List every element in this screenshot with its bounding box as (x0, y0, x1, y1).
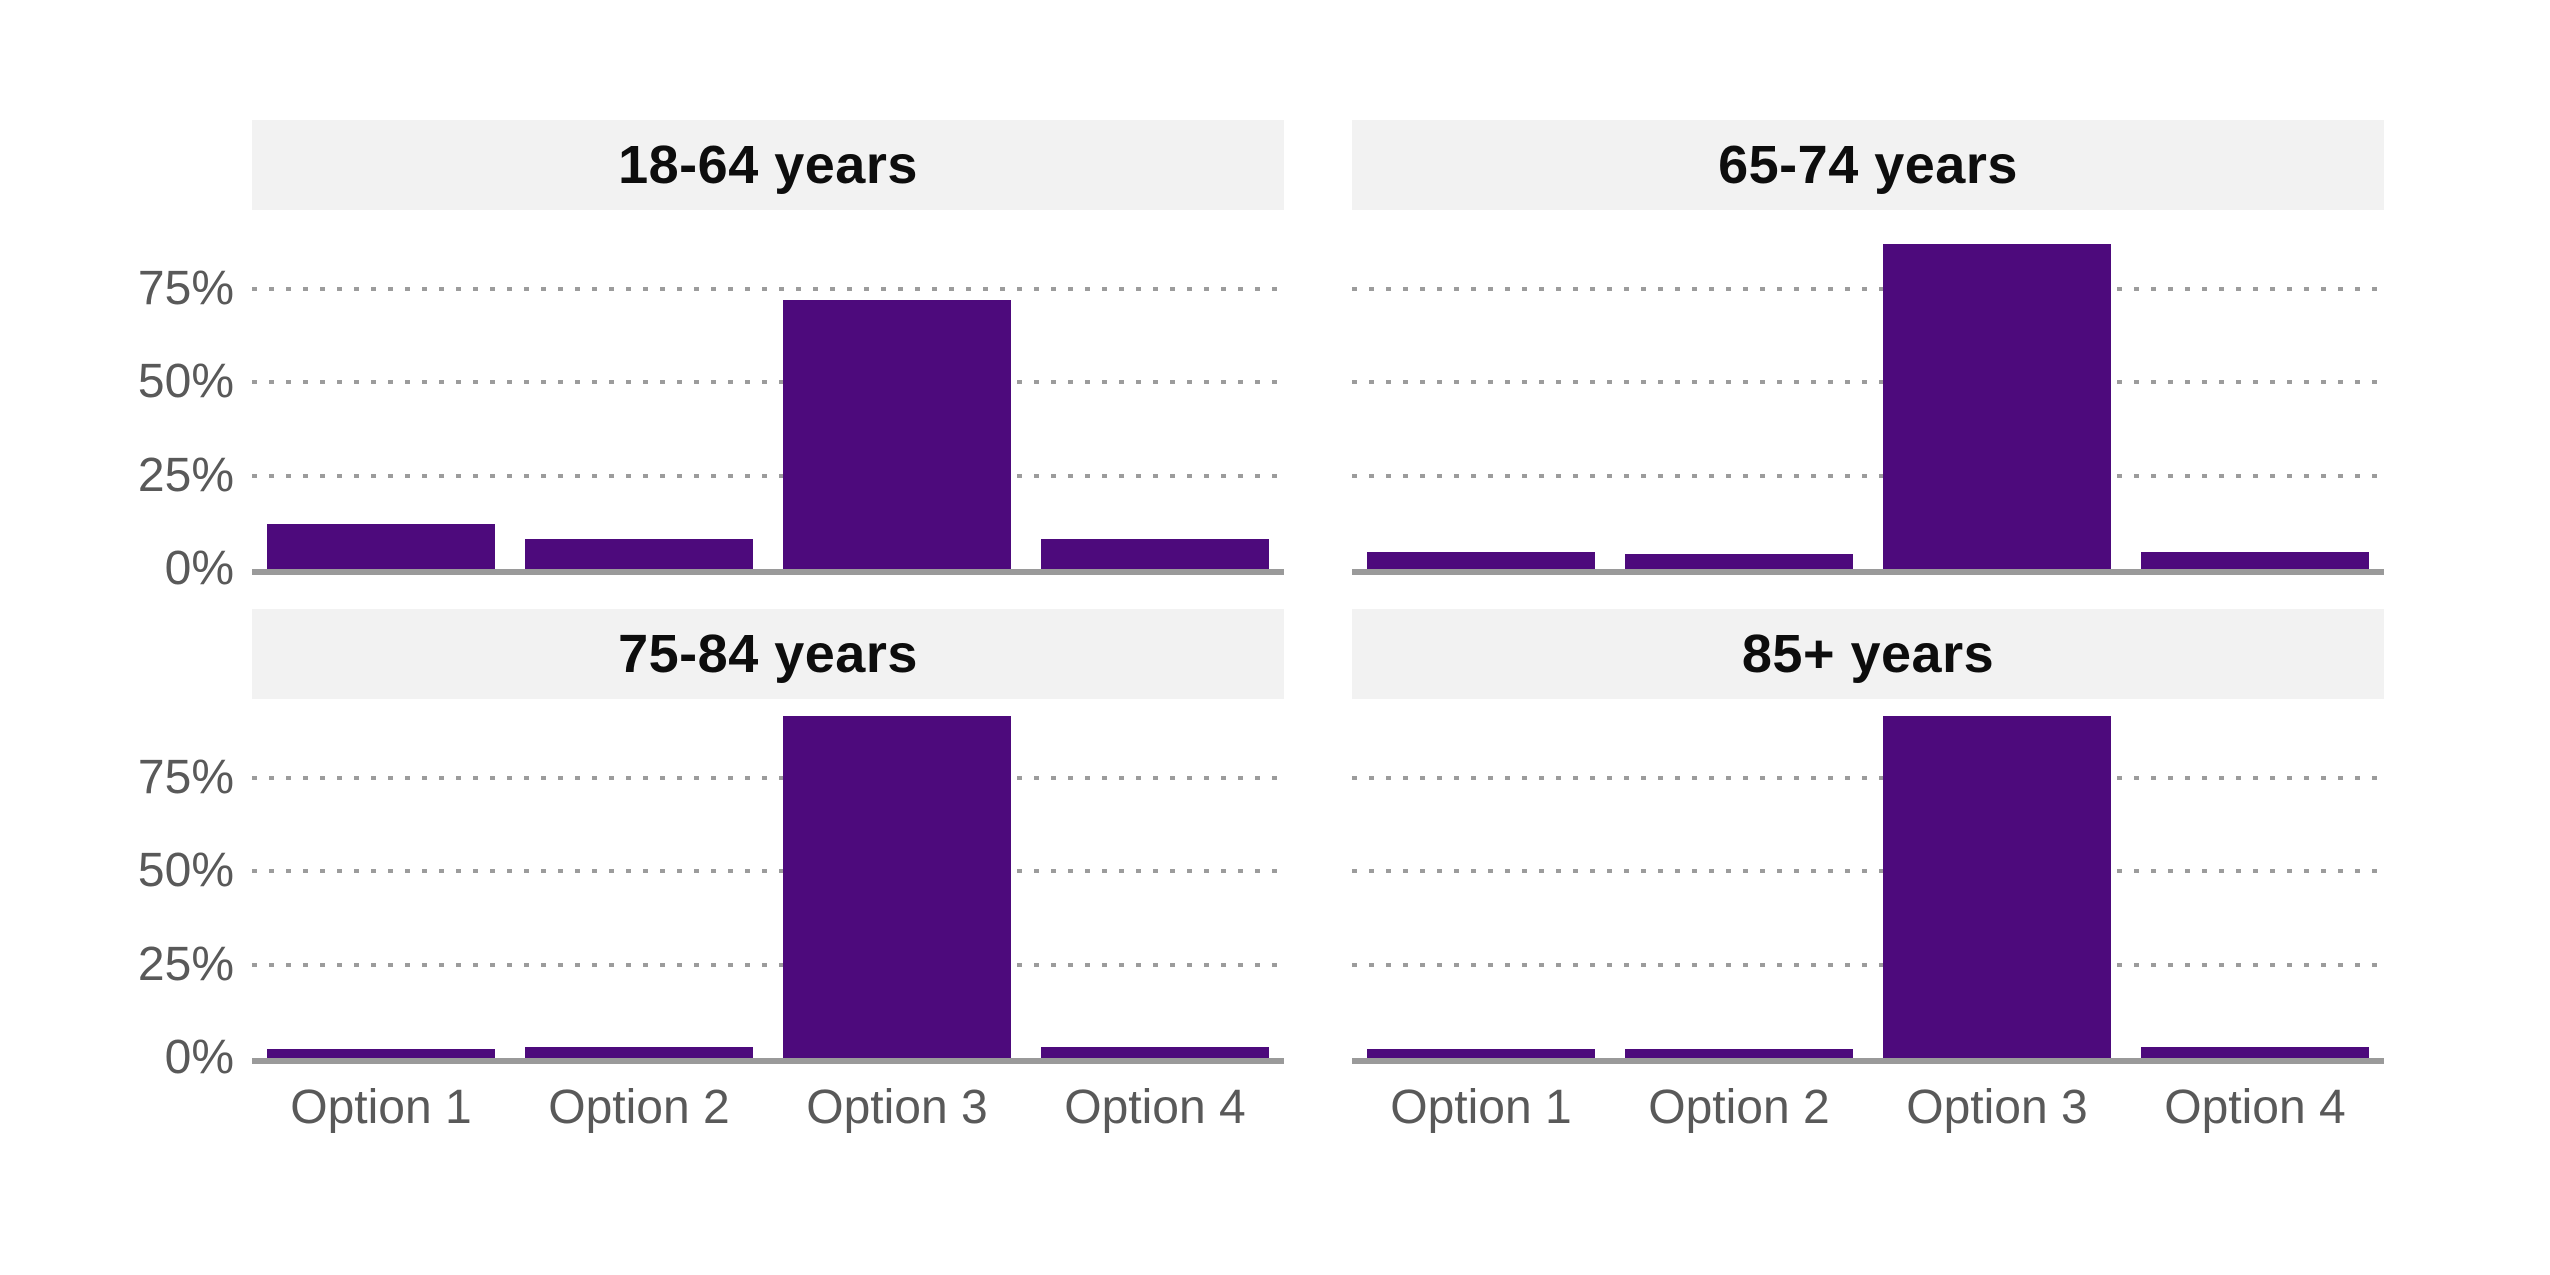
facet-title-band: 75-84 years (252, 609, 1284, 699)
bar-slot (2126, 699, 2384, 1058)
row-spacer (0, 569, 2384, 609)
x-axis-line (252, 1058, 1284, 1064)
panel-gap (1284, 609, 1352, 699)
x-axis-labels: Option 1 Option 2 Option 3 Option 4 (252, 1058, 1284, 1148)
gridline (252, 286, 1284, 291)
panel-gap (1284, 120, 1352, 210)
x-axis-labels: Option 1 Option 2 Option 3 Option 4 (1352, 1058, 2384, 1148)
x-axis-line (252, 569, 1284, 575)
bar-series (252, 210, 1284, 569)
bar-slot (1026, 210, 1284, 569)
bar-slot (252, 210, 510, 569)
bar (2141, 1046, 2369, 1058)
gridline (252, 473, 1284, 478)
x-axis-label: Option 4 (1064, 1081, 1246, 1134)
gridline (1352, 380, 2384, 384)
facet-title: 75-84 years (618, 624, 918, 684)
facet-plot-area (252, 210, 1284, 575)
gridline (1352, 775, 2384, 780)
bar-slot (1868, 210, 2126, 569)
bar (1625, 554, 1853, 569)
x-axis-label: Option 2 (1648, 1081, 1830, 1134)
y-tick-label: 25% (137, 937, 234, 991)
bar-slot (1610, 210, 1868, 569)
x-axis-line (1352, 569, 2384, 575)
panel-gap (1284, 1058, 1352, 1148)
x-axis-label: Option 1 (1390, 1081, 1572, 1134)
bar-series (252, 699, 1284, 1058)
bar (1367, 1048, 1595, 1058)
corner-spacer (0, 609, 252, 699)
gridline (252, 775, 1284, 780)
facet-title: 85+ years (1741, 624, 1995, 684)
corner-spacer (0, 120, 252, 210)
bar-series (1352, 699, 2384, 1058)
chart-root: 18-64 years 65-74 years 0% 25% 50% 75% 75-84 y… (0, 120, 2550, 1148)
facet-plot-area (1352, 699, 2384, 1064)
y-tick-label: 75% (137, 261, 234, 315)
bar-slot (1868, 699, 2126, 1058)
y-tick-label: 50% (137, 355, 234, 408)
bar (267, 524, 495, 569)
gridline (252, 380, 1284, 384)
bar-slot (1026, 699, 1284, 1058)
bar (1041, 1046, 1269, 1058)
y-tick-label: 25% (137, 448, 234, 502)
bar-series (1352, 210, 2384, 569)
corner-spacer (0, 1058, 252, 1148)
y-tick-label: 50% (137, 844, 234, 897)
x-axis-line (1352, 1058, 2384, 1064)
bar-slot (252, 699, 510, 1058)
bar-slot (510, 699, 768, 1058)
gridline (1352, 962, 2384, 967)
y-axis: 0% 25% 50% 75% (0, 699, 252, 1082)
bar (2141, 552, 2369, 569)
facet-title-band: 65-74 years (1352, 120, 2384, 210)
bar (1041, 539, 1269, 569)
bar (1883, 243, 2111, 569)
bar (783, 715, 1011, 1058)
y-tick-label: 75% (137, 750, 234, 804)
bar (267, 1048, 495, 1058)
facet-title: 65-74 years (1718, 135, 2018, 195)
x-axis-label: Option 1 (290, 1081, 472, 1134)
bar-slot (768, 210, 1026, 569)
panel-gap (1284, 210, 1352, 569)
y-tick-label: 0% (164, 542, 234, 595)
facet-plot-area (252, 699, 1284, 1064)
bar (1367, 552, 1595, 569)
x-axis-label: Option 3 (1906, 1081, 2088, 1134)
gridline (1352, 286, 2384, 291)
bar-slot (768, 699, 1026, 1058)
gridline (252, 962, 1284, 967)
x-axis-label: Option 4 (2164, 1081, 2346, 1134)
bar (1625, 1048, 1853, 1058)
bar-slot (1610, 699, 1868, 1058)
y-axis: 0% 25% 50% 75% (0, 210, 252, 593)
bar-slot (1352, 210, 1610, 569)
bar (1883, 715, 2111, 1058)
facet-plot-area (1352, 210, 2384, 575)
bar-slot (2126, 210, 2384, 569)
x-axis-label: Option 2 (548, 1081, 730, 1134)
bar-slot (510, 210, 768, 569)
bar-slot (1352, 699, 1610, 1058)
facet-title-band: 85+ years (1352, 609, 2384, 699)
y-tick-label: 0% (164, 1031, 234, 1084)
x-axis-label: Option 3 (806, 1081, 988, 1134)
facet-title: 18-64 years (618, 135, 918, 195)
bar (525, 1046, 753, 1058)
bar (525, 539, 753, 569)
panel-gap (1284, 699, 1352, 1058)
gridline (252, 869, 1284, 873)
gridline (1352, 869, 2384, 873)
facet-title-band: 18-64 years (252, 120, 1284, 210)
gridline (1352, 473, 2384, 478)
bar (783, 299, 1011, 569)
